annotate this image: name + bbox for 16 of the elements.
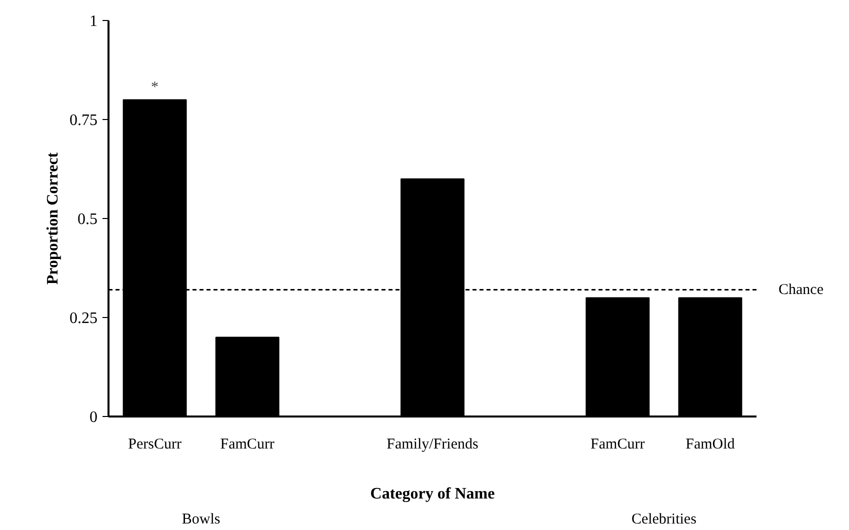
- y-axis-title: Proportion Correct: [44, 152, 62, 285]
- text: Bowls: [182, 512, 220, 528]
- x-tick-label: FamCurr: [590, 436, 645, 452]
- x-tick-label: FamCurr: [220, 436, 274, 452]
- x-tick-label: PersCurr: [128, 436, 182, 452]
- text: Celebrities: [631, 512, 697, 528]
- y-tick-label: 1: [90, 13, 98, 30]
- annotation: *: [151, 80, 159, 96]
- y-tick-label: 0.75: [70, 112, 98, 129]
- y-tick-label: 0: [90, 409, 98, 426]
- x-tick-label: Family/Friends: [386, 436, 478, 452]
- x-tick-label: FamOld: [686, 436, 736, 452]
- y-tick-label: 0.25: [70, 310, 98, 327]
- y-tick-label: 0.5: [78, 211, 98, 228]
- ref-line-label: Chance: [778, 282, 824, 298]
- x-axis-title: Category of Name: [370, 486, 495, 502]
